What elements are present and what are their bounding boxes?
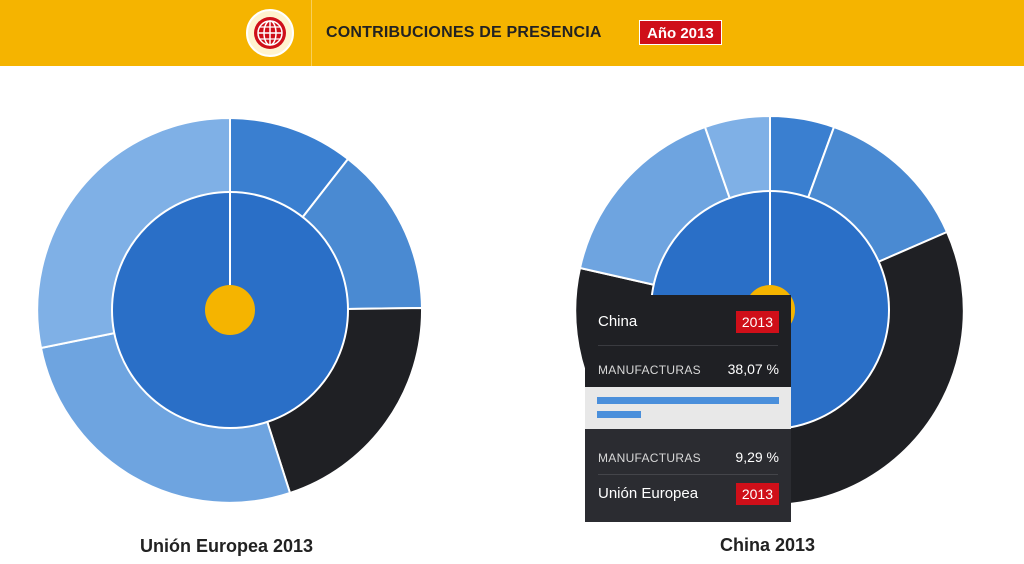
tooltip-top-value: 38,07 % <box>727 361 779 377</box>
tooltip-bottom-value: 9,29 % <box>735 449 779 465</box>
tooltip-top-bar <box>597 397 779 404</box>
tooltip-bottom-year-badge: 2013 <box>735 483 779 505</box>
tooltip-bottom-category: MANUFACTURAS <box>598 451 701 465</box>
tooltip-comparison-bars <box>585 387 791 429</box>
eu-center-dot <box>205 285 255 335</box>
tooltip-top-year-badge: 2013 <box>735 311 779 333</box>
header-bar: CONTRIBUCIONES DE PRESENCIA Año 2013 <box>0 0 1024 66</box>
eu-sunburst[interactable] <box>36 116 424 504</box>
header-divider <box>311 0 312 66</box>
globe-icon <box>246 9 294 57</box>
tooltip-bottom-bar <box>597 411 642 418</box>
tooltip-top-category: MANUFACTURAS <box>598 363 701 377</box>
tooltip-bottom-panel <box>585 429 791 522</box>
tooltip-top-name: China <box>598 313 638 330</box>
page-title: CONTRIBUCIONES DE PRESENCIA <box>326 24 602 41</box>
china-chart-caption: China 2013 <box>720 535 816 555</box>
eu-chart-caption: Unión Europea 2013 <box>140 536 314 556</box>
year-badge[interactable]: Año 2013 <box>639 20 722 45</box>
tooltip-divider <box>598 345 778 346</box>
tooltip-bottom-name: Unión Europea <box>598 485 699 502</box>
tooltip-divider-2 <box>598 474 778 475</box>
chart-tooltip: China 2013 MANUFACTURAS 38,07 % MANUFACT… <box>585 295 791 522</box>
